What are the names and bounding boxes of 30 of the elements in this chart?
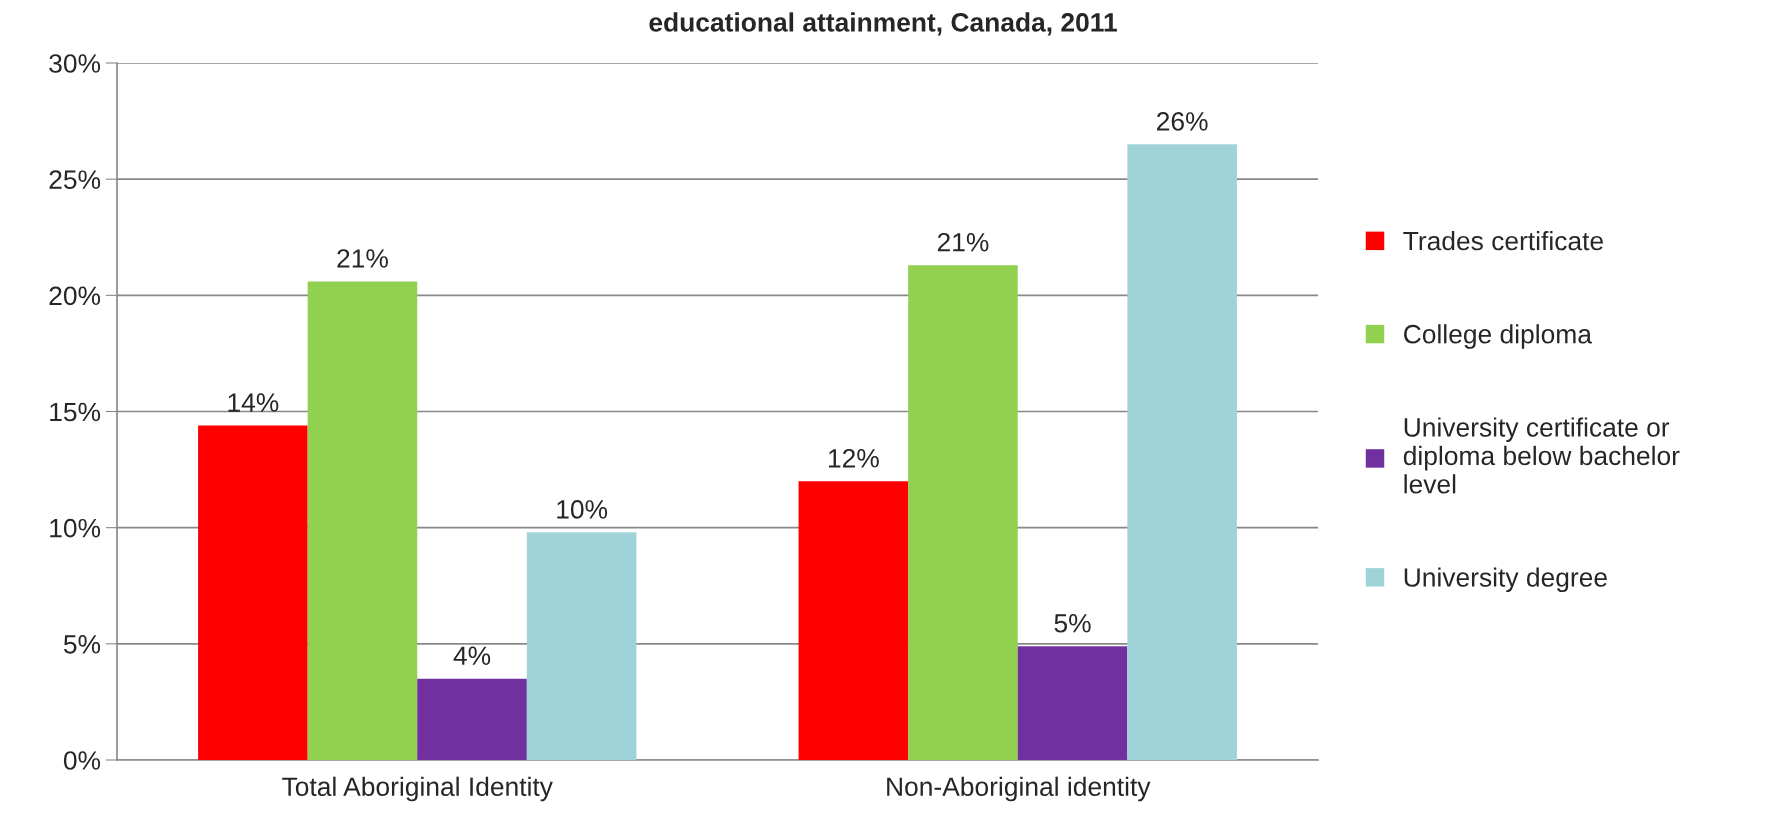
data-label: 5% <box>1054 614 1091 633</box>
bar <box>417 678 527 760</box>
y-tick-label: 25% <box>49 170 101 189</box>
chart-title: educational attainment, Canada, 2011 <box>649 12 1117 36</box>
y-tick-label: 5% <box>63 635 101 654</box>
legend-label: Trades certificate <box>1403 230 1603 251</box>
bar <box>908 265 1018 760</box>
legend-label: College diploma <box>1404 324 1592 349</box>
bar <box>1127 144 1237 760</box>
bar <box>198 425 308 760</box>
bar <box>1017 646 1128 760</box>
data-label: 12% <box>828 448 879 468</box>
x-tick-label: Non-Aboriginal identity <box>887 776 1151 802</box>
y-tick-label: 0% <box>63 751 101 770</box>
data-label: 10% <box>557 500 608 519</box>
y-tick-label: 10% <box>50 518 101 538</box>
y-tick-label: 20% <box>49 286 101 306</box>
x-tick-label: Total Aboriginal Identity <box>282 776 553 802</box>
bar <box>798 481 909 760</box>
data-label: 21% <box>937 232 989 252</box>
data-label: 14% <box>228 393 279 412</box>
data-label: 4% <box>453 646 491 666</box>
bar <box>307 281 418 760</box>
bar <box>526 532 637 760</box>
y-tick-label: 15% <box>50 402 101 422</box>
data-label: 26% <box>1157 112 1208 131</box>
legend-label: University degree <box>1404 567 1607 593</box>
legend-label: University certificate or diploma below bachelor level <box>1403 417 1680 494</box>
data-label: 21% <box>337 249 388 268</box>
y-tick-label: 30% <box>49 54 101 73</box>
